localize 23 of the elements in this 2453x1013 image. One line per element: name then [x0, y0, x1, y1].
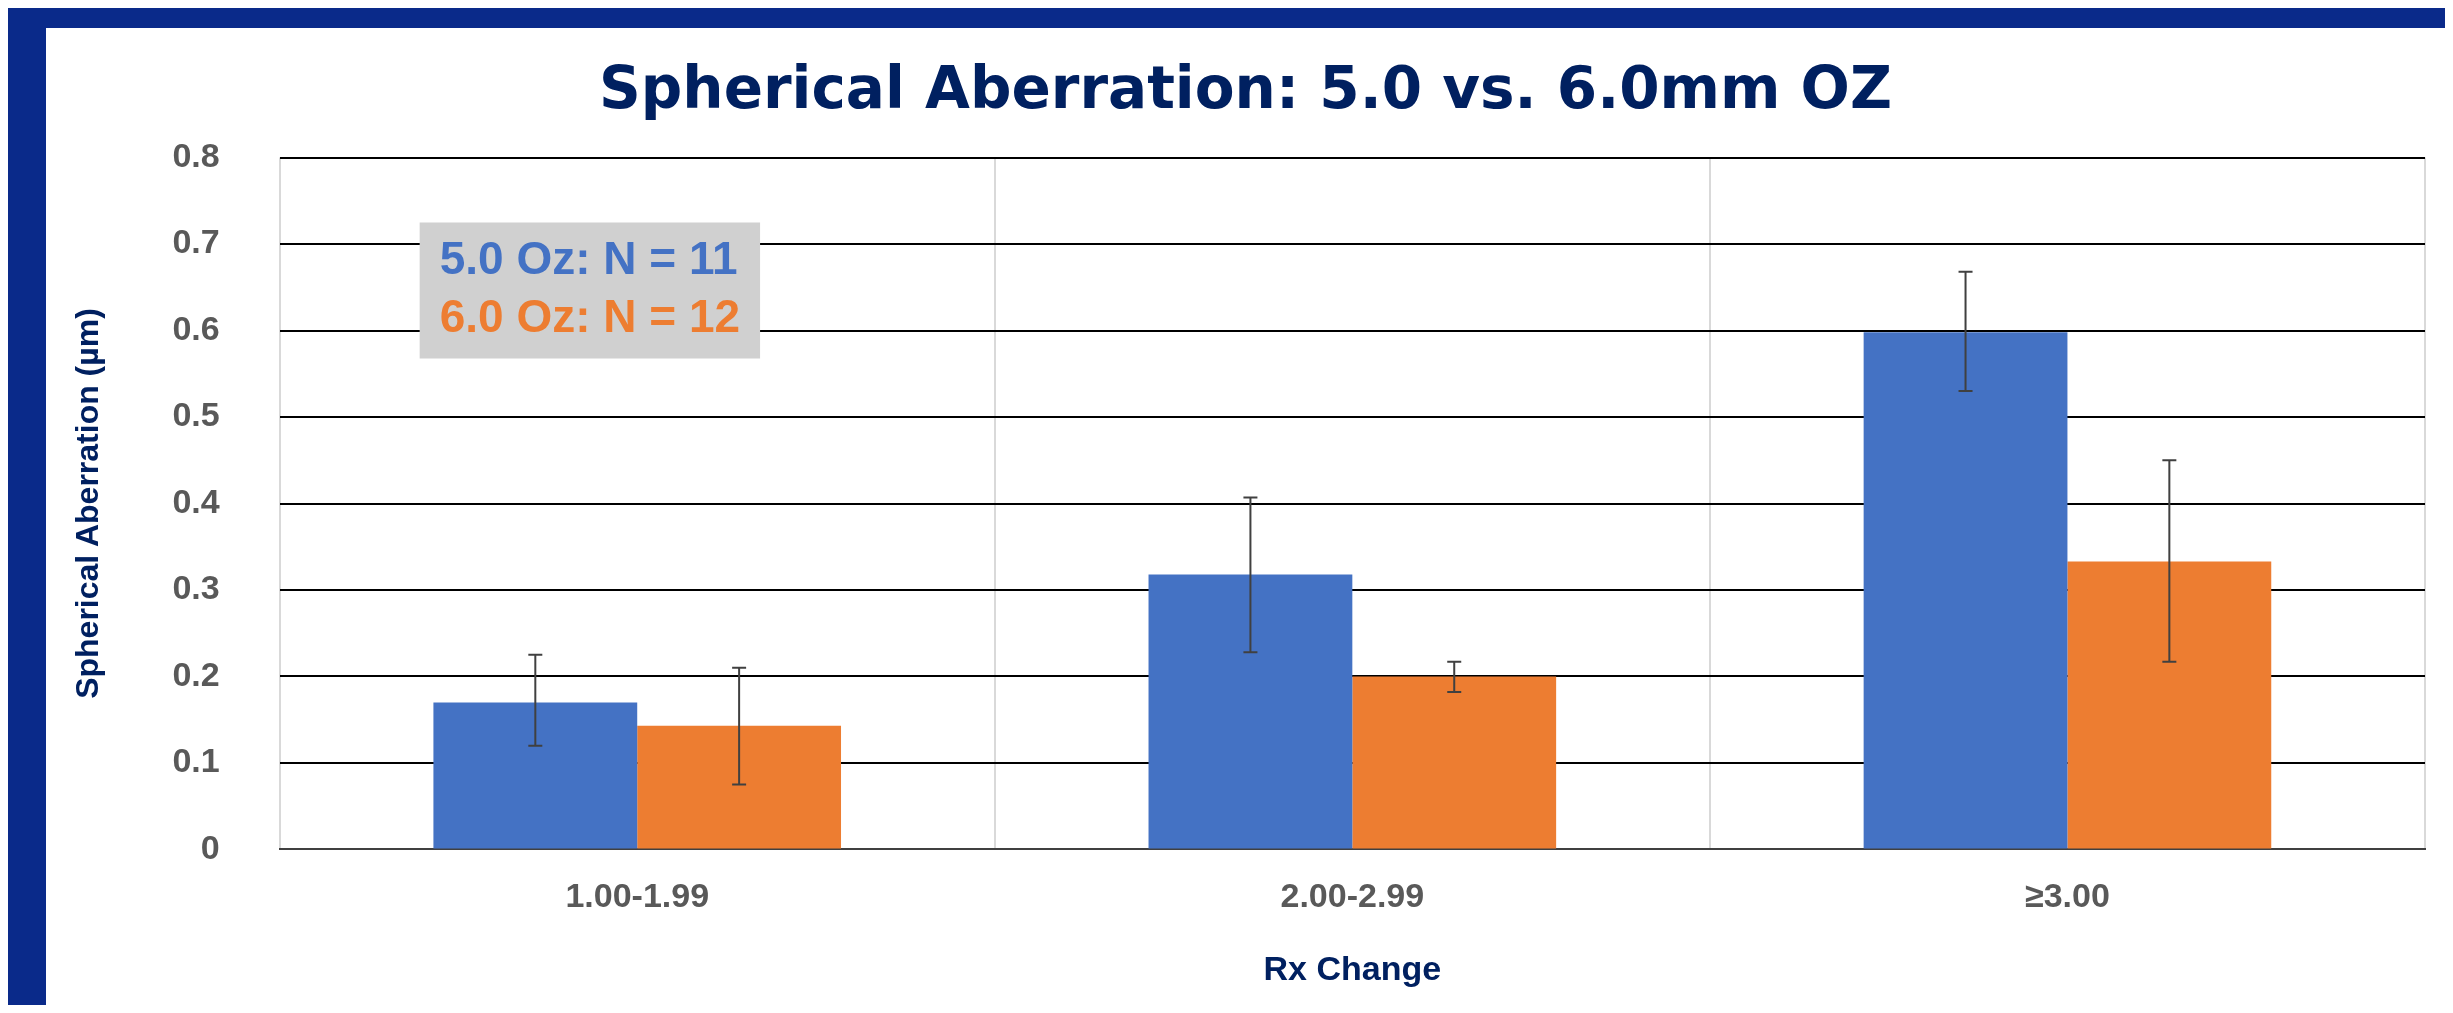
bar — [637, 725, 842, 849]
y-axis-title: Spherical Aberration (µm) — [69, 308, 106, 699]
bar — [1148, 574, 1353, 849]
x-axis-title: Rx Change — [1263, 948, 1442, 987]
bar — [433, 702, 638, 849]
y-tick-label: 0.1 — [172, 741, 220, 780]
y-tick-label: 0.5 — [172, 395, 220, 434]
y-tick-label: 0.7 — [172, 222, 220, 261]
y-tick-label: 0.6 — [172, 308, 220, 347]
bar — [2067, 561, 2272, 849]
y-tick-label: 0.2 — [172, 654, 220, 693]
x-tick-label: ≥3.00 — [2025, 876, 2110, 915]
chart-title: Spherical Aberration: 5.0 vs. 6.0mm OZ — [599, 53, 1892, 122]
y-tick-label: 0 — [200, 827, 220, 866]
x-tick-label: 2.00-2.99 — [1280, 876, 1425, 915]
text: 6.0 Oz: N = 12 — [439, 290, 741, 343]
y-tick-label: 0.4 — [172, 481, 220, 520]
text: 5.0 Oz: N = 11 — [439, 232, 738, 285]
bar — [1352, 676, 1557, 849]
x-tick-label: 1.00-1.99 — [565, 876, 710, 915]
bar — [1863, 332, 2068, 849]
y-tick-label: 0.3 — [172, 568, 220, 607]
y-tick-label: 0.8 — [172, 135, 220, 174]
